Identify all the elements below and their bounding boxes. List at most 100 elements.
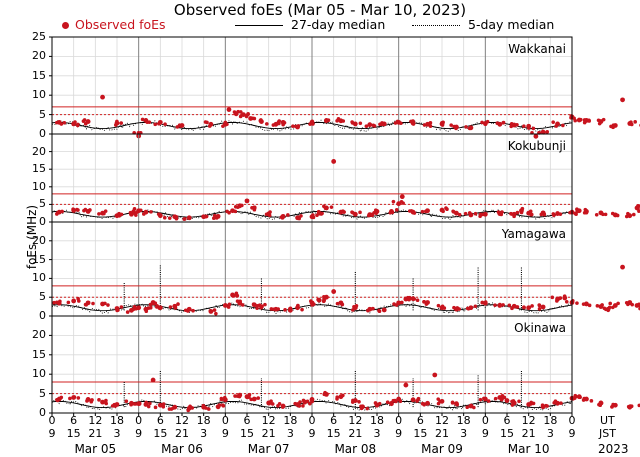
observed-point [245, 115, 249, 119]
observed-point [335, 395, 339, 399]
observed-point [392, 399, 396, 403]
observed-point [97, 398, 101, 402]
observed-point [218, 403, 222, 407]
observed-point [602, 118, 606, 122]
observed-point [584, 208, 588, 212]
observed-point [149, 303, 153, 307]
observed-point [421, 210, 425, 214]
observed-point [233, 210, 237, 214]
observed-point [587, 119, 591, 123]
observed-point [386, 400, 390, 404]
jst-tick-label: 9 [302, 427, 322, 440]
observed-point [530, 304, 534, 308]
observed-point [484, 300, 488, 304]
observed-point [559, 296, 563, 300]
jst-axis-label: JST [599, 427, 616, 440]
observed-point [115, 120, 119, 124]
ut-tick-label: 0 [562, 414, 582, 427]
ut-tick-label: 18 [280, 414, 300, 427]
jst-tick-label: 15 [150, 427, 170, 440]
observed-point [147, 306, 151, 310]
observed-point [68, 397, 72, 401]
observed-point [630, 123, 634, 127]
observed-point [265, 122, 269, 126]
observed-point [154, 406, 158, 410]
observed-point [276, 307, 280, 311]
observed-point [310, 303, 314, 307]
observed-point [515, 123, 519, 127]
observed-point [573, 394, 577, 398]
observed-point [373, 124, 377, 128]
year-label: 2023 [598, 442, 629, 456]
day-label: Mar 06 [152, 442, 212, 456]
observed-point [437, 304, 441, 308]
observed-point [421, 402, 425, 406]
observed-point [511, 403, 515, 407]
observed-point [425, 208, 429, 212]
y-tick-label: 10 [30, 88, 46, 101]
jst-tick-label: 21 [172, 427, 192, 440]
observed-point [341, 303, 345, 307]
observed-point [169, 305, 173, 309]
observed-point [494, 397, 498, 401]
observed-point [259, 306, 263, 310]
jst-tick-label: 9 [42, 427, 62, 440]
observed-point [600, 303, 604, 307]
observed-point [132, 209, 136, 213]
observed-point [505, 398, 510, 403]
observed-point [412, 122, 416, 126]
observed-point [148, 402, 152, 406]
y-tick-label: 10 [30, 367, 46, 380]
jst-tick-label: 9 [389, 427, 409, 440]
observed-point [73, 395, 77, 399]
y-tick-label: 10 [30, 271, 46, 284]
observed-point [432, 373, 437, 378]
observed-point [484, 123, 488, 127]
observed-point [342, 210, 346, 214]
observed-point [335, 119, 339, 123]
observed-point [76, 123, 80, 127]
observed-point [60, 122, 64, 126]
y-tick-label: 5 [30, 197, 46, 210]
observed-point [148, 120, 152, 124]
observed-point [451, 401, 455, 405]
observed-point [601, 212, 605, 216]
station-label: Yamagawa [502, 227, 566, 241]
observed-point [208, 124, 212, 128]
day-label: Mar 08 [325, 442, 385, 456]
observed-point [300, 308, 304, 312]
observed-point [585, 301, 589, 305]
ut-tick-label: 0 [475, 414, 495, 427]
legend-median27-line [235, 25, 283, 26]
observed-point [392, 302, 396, 306]
observed-point [359, 404, 363, 408]
observed-point [84, 303, 88, 307]
ut-tick-label: 12 [519, 414, 539, 427]
observed-point [168, 407, 172, 411]
observed-point [241, 303, 245, 307]
ut-tick-label: 18 [194, 414, 214, 427]
y-tick-label: 0 [30, 127, 46, 140]
observed-point [151, 378, 156, 383]
observed-point [516, 211, 520, 215]
observed-point [517, 400, 521, 404]
observed-point [147, 405, 151, 409]
jst-tick-label: 15 [497, 427, 517, 440]
observed-point [259, 118, 263, 122]
observed-point [400, 301, 404, 305]
legend-observed-label: Observed foEs [75, 17, 166, 32]
observed-point [253, 208, 257, 212]
ut-tick-label: 18 [540, 414, 560, 427]
observed-point [366, 309, 370, 313]
observed-point [327, 118, 331, 122]
ut-tick-label: 0 [389, 414, 409, 427]
observed-point [256, 396, 260, 400]
observed-point [120, 305, 124, 309]
observed-point [400, 200, 404, 204]
observed-point [113, 403, 117, 407]
observed-point [58, 299, 62, 303]
ut-tick-label: 12 [345, 414, 365, 427]
observed-point [281, 405, 285, 409]
observed-point [235, 394, 239, 398]
observed-point [575, 207, 579, 211]
